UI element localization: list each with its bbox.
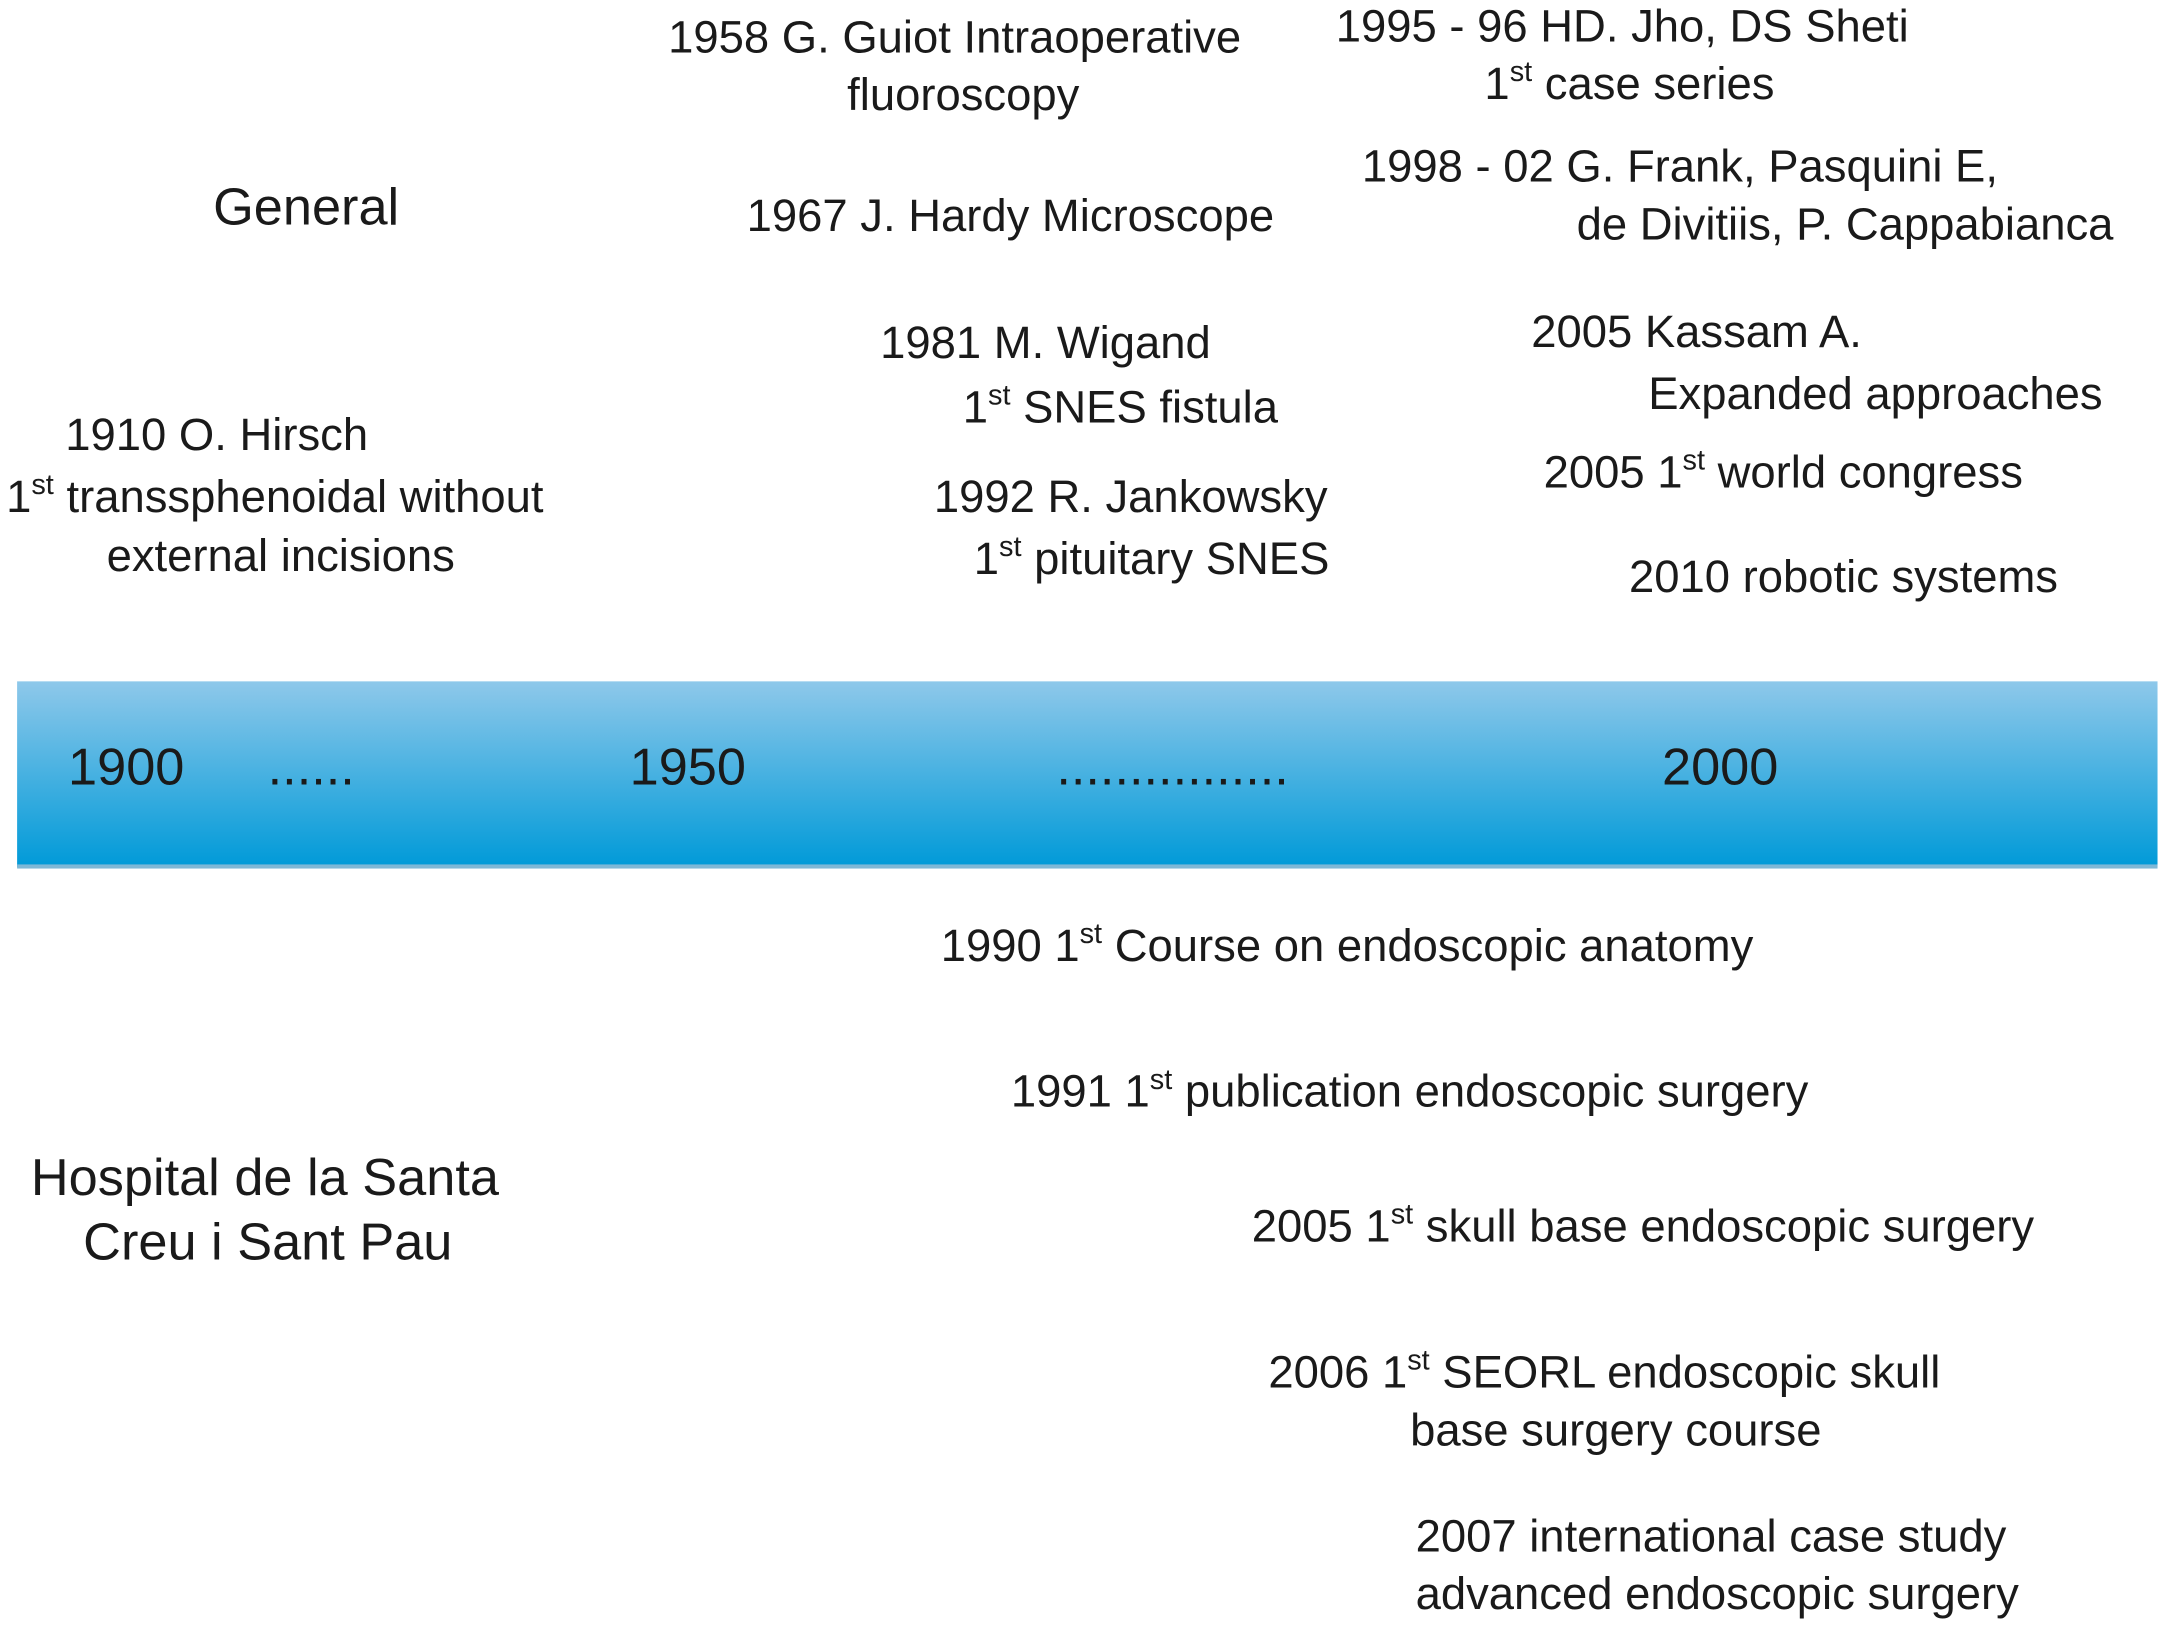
section-label: Creu i Sant Pau — [83, 1213, 452, 1271]
event-text: 1910 O. Hirsch — [65, 409, 368, 460]
timeline-bar — [17, 681, 2158, 868]
event-text: 1st SNES fistula — [963, 380, 1279, 433]
text-part: SNES fistula — [1010, 382, 1278, 433]
text-part: 2005 1 — [1544, 446, 1683, 497]
superscript: st — [999, 531, 1021, 563]
event-text: 1981 M. Wigand — [880, 317, 1211, 368]
event-text: 2007 international case study — [1416, 1510, 2007, 1561]
event-text: 1958 G. Guiot Intraoperative — [668, 11, 1241, 62]
event-text: Expanded approaches — [1648, 368, 2102, 419]
event-text: fluoroscopy — [847, 69, 1079, 120]
section-label: General — [213, 178, 399, 236]
superscript: st — [31, 469, 53, 501]
text-part: SEORL endoscopic skull — [1430, 1346, 1941, 1397]
superscript: st — [1150, 1064, 1172, 1096]
text-part: Course on endoscopic anatomy — [1102, 920, 1754, 971]
event-text: external incisions — [107, 530, 455, 581]
superscript: st — [988, 380, 1010, 412]
superscript: st — [1080, 918, 1102, 950]
superscript: st — [1510, 56, 1532, 88]
event-text: 1991 1st publication endoscopic surgery — [1011, 1064, 1809, 1117]
event-text: 2010 robotic systems — [1629, 551, 2058, 602]
event-text: 1998 - 02 G. Frank, Pasquini E, — [1362, 141, 1998, 192]
text-part: 2006 1 — [1268, 1346, 1407, 1397]
text-part: 1991 1 — [1011, 1066, 1150, 1117]
event-text: 2005 1st world congress — [1544, 444, 2023, 497]
event-text: 1st pituitary SNES — [974, 531, 1330, 584]
text-part: 1 — [963, 382, 988, 433]
year-label: 1950 — [630, 739, 746, 797]
event-text: base surgery course — [1410, 1404, 1821, 1455]
event-text: 1967 J. Hardy Microscope — [747, 190, 1274, 241]
text-part: publication endoscopic surgery — [1172, 1066, 1808, 1117]
superscript: st — [1391, 1199, 1413, 1231]
superscript: st — [1683, 444, 1705, 476]
superscript: st — [1407, 1345, 1429, 1377]
text-part: transsphenoidal without — [54, 471, 544, 522]
year-label: 1900 — [68, 739, 184, 797]
text-part: world congress — [1705, 446, 2023, 497]
event-text: 1995 - 96 HD. Jho, DS Sheti — [1336, 0, 1909, 51]
event-text: 2005 1st skull base endoscopic surgery — [1252, 1199, 2035, 1252]
text-part: 1 — [6, 471, 31, 522]
dots: ................ — [1056, 739, 1288, 797]
text-part: 1 — [974, 533, 999, 584]
year-label: 2000 — [1662, 739, 1778, 797]
event-text: 1990 1st Course on endoscopic anatomy — [941, 918, 1754, 971]
text-part: skull base endoscopic surgery — [1413, 1201, 2034, 1252]
event-text: 1st transsphenoidal without — [6, 469, 544, 522]
event-text: 1st case series — [1484, 56, 1774, 109]
event-text: 2005 Kassam A. — [1531, 306, 1862, 357]
section-label: Hospital de la Santa — [31, 1149, 500, 1207]
event-text: 2006 1st SEORL endoscopic skull — [1268, 1345, 1940, 1398]
text-part: case series — [1532, 58, 1774, 109]
text-part: 2005 1 — [1252, 1201, 1391, 1252]
dots: ...... — [268, 739, 355, 797]
text-part: pituitary SNES — [1022, 533, 1330, 584]
event-text: advanced endoscopic surgery — [1416, 1568, 2020, 1619]
text-part: 1 — [1484, 58, 1509, 109]
timeline-bar-shadow — [17, 864, 2158, 869]
event-text: 1992 R. Jankowsky — [934, 471, 1328, 522]
text-part: 1990 1 — [941, 920, 1080, 971]
event-text: de Divitiis, P. Cappabianca — [1577, 199, 2115, 250]
